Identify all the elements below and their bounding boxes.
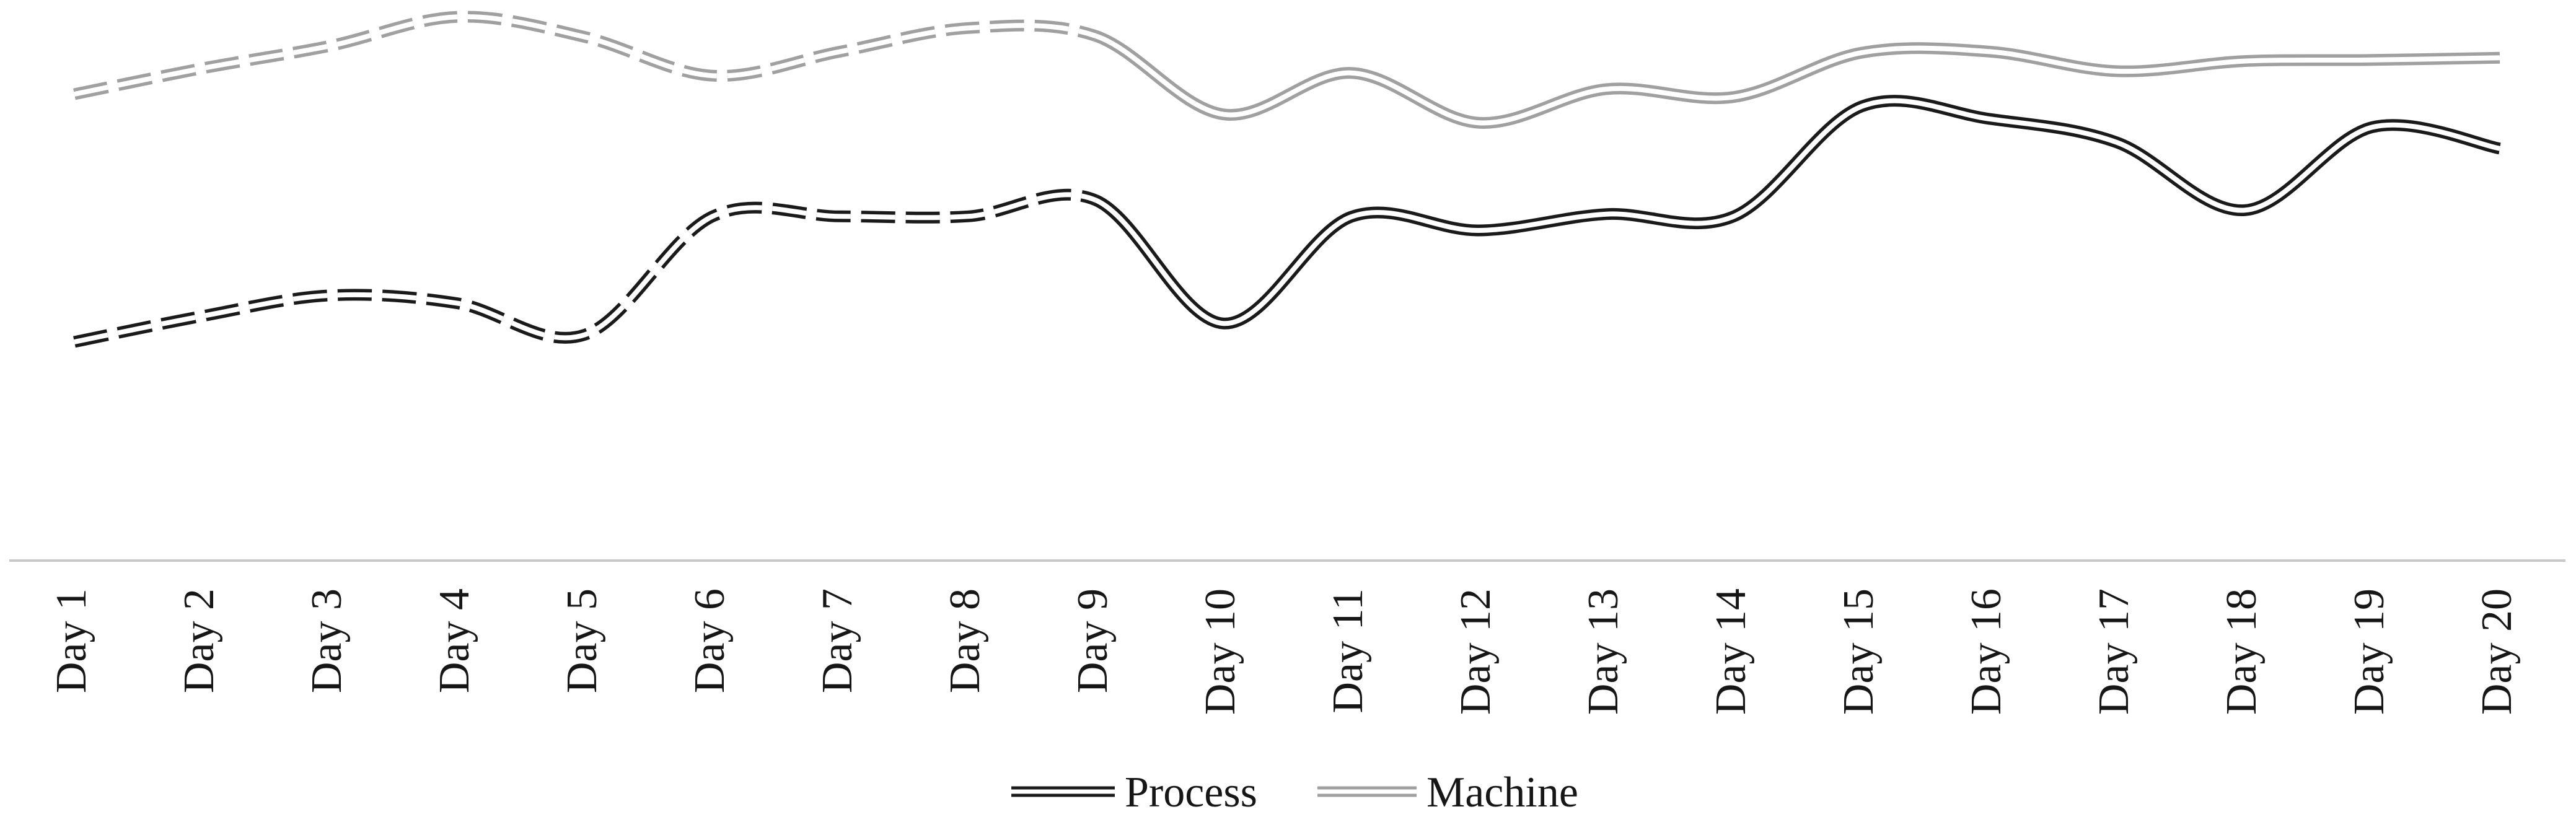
x-axis-label-day-19: Day 19 [2345,588,2393,715]
process-solid-segment-gap [1094,98,2500,326]
legend-label-machine: Machine [1426,769,1578,816]
legend-item-machine: Machine [1317,769,1578,816]
x-axis-label-day-5: Day 5 [558,588,606,693]
machine-solid-segment-gap [1094,33,2500,126]
series-process-line [73,95,2501,348]
series-machine-line [73,11,2500,129]
machine-solid-segment [1093,30,2500,129]
x-axis-label-day-17: Day 17 [2090,588,2138,715]
x-axis-label-day-6: Day 6 [686,588,734,693]
x-axis-label-day-15: Day 15 [1835,588,1883,715]
x-axis-label-day-18: Day 18 [2218,588,2266,715]
x-axis-label-day-10: Day 10 [1197,588,1244,715]
process-solid-segment [1092,95,2501,330]
x-axis-label-day-7: Day 7 [814,588,861,693]
x-axis-label-day-12: Day 12 [1452,588,1500,715]
x-axis-label-day-16: Day 16 [1963,588,2010,715]
machine-dashed-segment-gap [74,14,1097,97]
x-axis-label-day-20: Day 20 [2473,588,2521,715]
legend-label-process: Process [1125,769,1257,816]
legend: Process Machine [1011,769,1578,816]
process-dashed-segment [73,188,1098,348]
x-axis-tick-labels: Day 1 Day 2 Day 3 Day 4 Day 5 Day 6 Day 7 Day 8… [48,588,2521,715]
x-axis-label-day-9: Day 9 [1069,588,1117,693]
x-axis-label-day-11: Day 11 [1324,588,1372,714]
machine-dashed-segment [73,11,1098,100]
legend-item-process: Process [1011,769,1257,816]
x-axis-label-day-14: Day 14 [1707,588,1755,715]
process-dashed-segment-gap [74,192,1097,344]
x-axis-label-day-4: Day 4 [431,588,478,693]
x-axis-label-day-8: Day 8 [941,588,989,693]
x-axis-label-day-3: Day 3 [303,588,351,693]
x-axis-label-day-1: Day 1 [48,588,95,693]
x-axis-label-day-13: Day 13 [1580,588,1627,715]
x-axis-label-day-2: Day 2 [175,588,223,693]
